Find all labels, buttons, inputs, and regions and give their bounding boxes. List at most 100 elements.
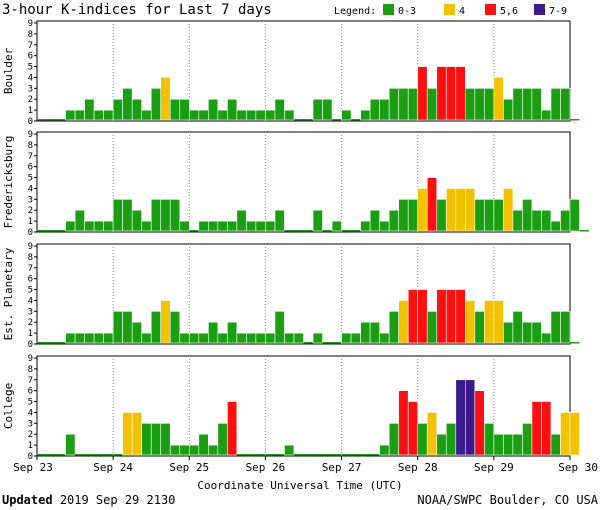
- bar: [379, 220, 390, 232]
- bar: [322, 98, 333, 121]
- bar: [369, 98, 380, 121]
- bar: [198, 109, 209, 121]
- bar: [512, 311, 523, 344]
- legend-swatch-3: [534, 4, 545, 15]
- x-tick-label: Sep 23: [13, 461, 53, 474]
- bar: [37, 342, 47, 344]
- bar: [160, 423, 171, 456]
- bar: [312, 209, 323, 232]
- bar: [474, 199, 485, 232]
- bar: [131, 98, 142, 121]
- bar: [550, 220, 561, 232]
- panel-label: Boulder: [2, 47, 15, 94]
- bar: [426, 177, 438, 232]
- bar: [227, 401, 238, 456]
- bar: [360, 220, 371, 232]
- y-tick-label: 3: [28, 307, 33, 317]
- bar: [293, 332, 304, 344]
- y-tick-label: 6: [28, 163, 33, 173]
- bar: [265, 454, 275, 456]
- bar: [522, 88, 533, 121]
- bar: [388, 311, 399, 344]
- bar: [208, 444, 219, 456]
- bar: [141, 109, 152, 121]
- bar: [37, 454, 47, 456]
- y-tick-label: 8: [28, 253, 33, 263]
- bar: [255, 454, 266, 456]
- bar: [103, 332, 114, 344]
- bar: [493, 433, 504, 456]
- bar: [112, 98, 123, 121]
- bar: [179, 98, 190, 121]
- bar: [512, 88, 523, 121]
- bar: [293, 230, 304, 232]
- updated-label: Updated: [2, 493, 53, 507]
- bar: [388, 88, 399, 121]
- bar: [293, 454, 304, 456]
- bar: [112, 311, 123, 344]
- bar: [255, 109, 266, 121]
- bar: [284, 444, 295, 456]
- bar: [217, 109, 228, 121]
- bar: [56, 119, 66, 121]
- bar: [227, 321, 238, 344]
- bar: [303, 230, 314, 232]
- bar: [522, 321, 533, 344]
- y-tick-label: 7: [28, 41, 33, 51]
- bar: [131, 209, 142, 232]
- bar: [417, 66, 428, 121]
- bar: [56, 342, 66, 344]
- panel-label: Est. Planetary: [2, 247, 15, 340]
- bar: [169, 199, 181, 232]
- bar: [179, 332, 190, 344]
- bar: [407, 88, 419, 121]
- y-tick-label: 6: [28, 275, 33, 285]
- y-tick-label: 4: [28, 296, 33, 306]
- bar: [93, 109, 104, 121]
- bar: [208, 321, 219, 344]
- legend-label: Legend:: [334, 6, 376, 17]
- bar: [522, 199, 533, 232]
- x-tick-label: Sep 26: [246, 461, 286, 474]
- y-tick-label: 2: [28, 318, 33, 328]
- y-tick-label: 7: [28, 264, 33, 274]
- bar: [208, 220, 219, 232]
- bar: [560, 88, 571, 121]
- bar: [46, 454, 57, 456]
- bar: [379, 444, 390, 456]
- bar: [407, 289, 419, 344]
- bar: [370, 454, 380, 456]
- bar: [74, 209, 85, 232]
- bar: [322, 230, 333, 232]
- bar: [65, 332, 76, 344]
- bar: [150, 88, 162, 121]
- y-tick-label: 4: [28, 73, 33, 83]
- bar: [426, 88, 438, 121]
- bar: [84, 454, 95, 456]
- bar: [141, 220, 152, 232]
- bar: [274, 311, 285, 344]
- bar: [360, 321, 371, 344]
- bar: [227, 220, 238, 232]
- y-tick-label: 5: [28, 398, 33, 408]
- bar: [265, 332, 276, 344]
- bar: [503, 98, 514, 121]
- legend-entry-1: 4: [459, 6, 465, 17]
- bar: [512, 209, 523, 232]
- y-tick-label: 5: [28, 286, 33, 296]
- y-tick-label: 4: [28, 184, 33, 194]
- bar: [303, 342, 314, 344]
- bar: [265, 109, 276, 121]
- bar: [284, 230, 294, 232]
- legend-entry-3: 7-9: [549, 6, 567, 17]
- bar: [541, 109, 552, 121]
- y-tick-label: 6: [28, 52, 33, 62]
- bar: [426, 311, 438, 344]
- bar: [37, 230, 47, 232]
- bar: [474, 390, 485, 456]
- bar: [236, 109, 247, 121]
- footer-source: NOAA/SWPC Boulder, CO USA: [417, 493, 598, 507]
- bar: [189, 230, 199, 232]
- bar: [351, 119, 361, 121]
